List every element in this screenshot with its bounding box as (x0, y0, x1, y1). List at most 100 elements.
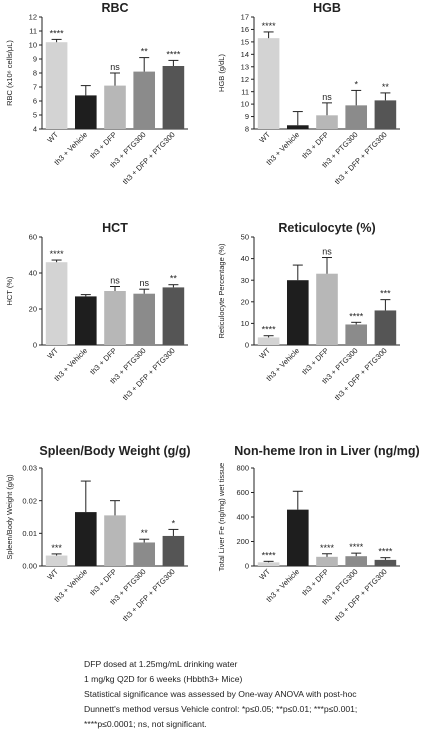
rbc-y-tick-label: 10 (29, 41, 37, 50)
non-heme-iron-in-liver-ng-mg-bar-th3-dfp-ptg300 (374, 559, 397, 566)
hgb-bar-th3-vehicle (286, 125, 309, 129)
hgb-y-tick-label: 13 (241, 62, 249, 71)
spleen-body-weight-g-g-bar-th3-vehicle (74, 512, 97, 566)
non-heme-iron-in-liver-ng-mg-y-axis-label: Total Liver Fe (ng/mg) wet tissue (217, 463, 226, 571)
hct-title: HCT (102, 221, 128, 235)
non-heme-iron-in-liver-ng-mg-y-tick-label: 800 (236, 464, 249, 473)
rbc-x-tick-label: WT (45, 130, 60, 145)
panel-hgb: HGB HGB (g/dL) 8 9 10 11 12 13 14 15 16 17 **** WT th3… (217, 1, 400, 186)
rbc-bar-th3-ptg300 (133, 71, 156, 129)
rbc-bar-wt (45, 42, 68, 130)
hct-bar-th3-dfp-ptg300 (162, 287, 185, 345)
rbc-y-tick-label: 12 (29, 13, 37, 22)
hgb-y-tick-label: 16 (241, 25, 249, 34)
spleen-body-weight-g-g-y-tick-label: 0.03 (22, 464, 37, 473)
non-heme-iron-in-liver-ng-mg-y-tick-label: 600 (236, 488, 249, 497)
hgb-y-tick-label: 11 (241, 87, 249, 96)
non-heme-iron-in-liver-ng-mg-y-tick-label: 200 (236, 537, 249, 546)
hgb-significance-marker: ** (382, 82, 390, 92)
non-heme-iron-in-liver-ng-mg-significance-marker: **** (349, 542, 364, 552)
hgb-title: HGB (313, 1, 341, 15)
hgb-x-tick-label: WT (257, 130, 272, 145)
rbc-bar-th3-dfp-ptg300 (162, 66, 185, 129)
non-heme-iron-in-liver-ng-mg-y-tick-label: 0 (245, 562, 249, 571)
footnote-dosing: DFP dosed at 1.25mg/mL drinking water (84, 659, 238, 669)
reticulocyte-significance-marker: *** (380, 289, 391, 299)
hct-bar-th3-vehicle (74, 296, 97, 345)
footnote-statistics: Statistical significance was assessed by… (84, 689, 357, 699)
hct-x-tick-label: WT (45, 346, 60, 361)
non-heme-iron-in-liver-ng-mg-bar-th3-dfp (316, 556, 338, 566)
non-heme-iron-in-liver-ng-mg-y-tick-label: 400 (236, 513, 249, 522)
hgb-y-tick-label: 10 (241, 100, 249, 109)
reticulocyte-y-axis-label: Reticulocyte Percentage (%) (217, 243, 226, 339)
rbc-title: RBC (101, 1, 128, 15)
hgb-y-tick-label: 17 (241, 13, 249, 22)
hgb-bar-th3-ptg300 (345, 105, 368, 129)
spleen-body-weight-g-g-y-tick-label: 0.01 (22, 529, 37, 538)
spleen-body-weight-g-g-x-tick-label: WT (45, 567, 60, 582)
hgb-bar-th3-dfp-ptg300 (374, 100, 397, 129)
spleen-body-weight-g-g-x-tick-label: th3 + DFP (88, 567, 118, 597)
reticulocyte-x-tick-label: th3 + DFP + PTG300 (333, 346, 389, 402)
hct-significance-marker: ** (170, 274, 178, 284)
non-heme-iron-in-liver-ng-mg-significance-marker: **** (262, 550, 277, 560)
hct-y-axis-label: HCT (%) (5, 276, 14, 306)
spleen-body-weight-g-g-bar-th3-ptg300 (133, 542, 156, 566)
spleen-body-weight-g-g-y-tick-label: 0.00 (22, 562, 37, 571)
reticulocyte-y-tick-label: 10 (241, 319, 249, 328)
non-heme-iron-in-liver-ng-mg-title: Non-heme Iron in Liver (ng/mg) (234, 444, 419, 458)
hct-significance-marker: ns (110, 276, 120, 286)
reticulocyte-title: Reticulocyte (%) (278, 221, 375, 235)
reticulocyte-significance-marker: **** (349, 311, 364, 321)
rbc-y-tick-label: 9 (33, 55, 37, 64)
reticulocyte-y-tick-label: 0 (245, 341, 249, 350)
reticulocyte-y-tick-label: 50 (241, 233, 249, 242)
hct-bar-wt (45, 262, 68, 345)
rbc-x-tick-label: th3 + DFP (88, 130, 118, 160)
non-heme-iron-in-liver-ng-mg-x-tick-label: th3 + DFP (300, 567, 330, 597)
footnotes: DFP dosed at 1.25mg/mL drinking water 1 … (84, 657, 420, 732)
panel-spleen-body-weight-g-g: Spleen/Body Weight (g/g) Spleen/Body Weig… (5, 444, 191, 623)
hgb-y-tick-label: 14 (241, 50, 249, 59)
panel-non-heme-iron-in-liver-ng-mg: Non-heme Iron in Liver (ng/mg) Total Live… (217, 444, 420, 623)
spleen-body-weight-g-g-bar-th3-dfp (104, 515, 126, 566)
rbc-y-tick-label: 11 (29, 27, 37, 36)
hct-y-tick-label: 0 (33, 341, 37, 350)
spleen-body-weight-g-g-significance-marker: *** (51, 543, 62, 553)
hct-y-tick-label: 60 (29, 233, 37, 242)
hgb-x-tick-label: th3 + DFP + PTG300 (333, 130, 389, 186)
footnote-significance-legend-cont: ****p≤0.0001; ns, not significant. (84, 719, 207, 729)
spleen-body-weight-g-g-significance-marker: ** (141, 528, 149, 538)
rbc-y-tick-label: 8 (33, 69, 37, 78)
hct-x-tick-label: th3 + DFP + PTG300 (121, 346, 177, 402)
rbc-x-tick-label: th3 + DFP + PTG300 (121, 130, 177, 186)
spleen-body-weight-g-g-bar-wt (45, 555, 68, 566)
reticulocyte-significance-marker: **** (262, 325, 277, 335)
hgb-significance-marker: ns (322, 92, 332, 102)
rbc-bar-th3-dfp (104, 85, 126, 129)
hct-bar-th3-dfp (104, 291, 126, 345)
rbc-y-tick-label: 5 (33, 111, 37, 120)
reticulocyte-bar-th3-vehicle (286, 280, 309, 345)
footnote-schedule: 1 mg/kg Q2D for 6 weeks (Hbbth3+ Mice) (84, 674, 243, 684)
non-heme-iron-in-liver-ng-mg-bar-th3-ptg300 (345, 556, 368, 566)
spleen-body-weight-g-g-y-axis-label: Spleen/Body Weight (g/g) (5, 474, 14, 560)
non-heme-iron-in-liver-ng-mg-x-tick-label: th3 + DFP + PTG300 (333, 567, 389, 623)
spleen-body-weight-g-g-y-tick-label: 0.02 (22, 496, 37, 505)
reticulocyte-bar-th3-dfp-ptg300 (374, 310, 397, 345)
spleen-body-weight-g-g-x-tick-label: th3 + DFP + PTG300 (121, 567, 177, 623)
reticulocyte-bar-wt (257, 337, 280, 345)
reticulocyte-x-tick-label: WT (257, 346, 272, 361)
hgb-y-tick-label: 15 (241, 37, 249, 46)
spleen-body-weight-g-g-significance-marker: * (172, 518, 176, 528)
rbc-y-tick-label: 6 (33, 97, 37, 106)
hct-significance-marker: ns (139, 278, 149, 288)
non-heme-iron-in-liver-ng-mg-significance-marker: **** (320, 543, 335, 553)
hgb-significance-marker: * (354, 79, 358, 89)
reticulocyte-y-tick-label: 40 (241, 254, 249, 263)
rbc-significance-marker: **** (50, 28, 65, 38)
hgb-bar-th3-dfp (316, 115, 338, 129)
